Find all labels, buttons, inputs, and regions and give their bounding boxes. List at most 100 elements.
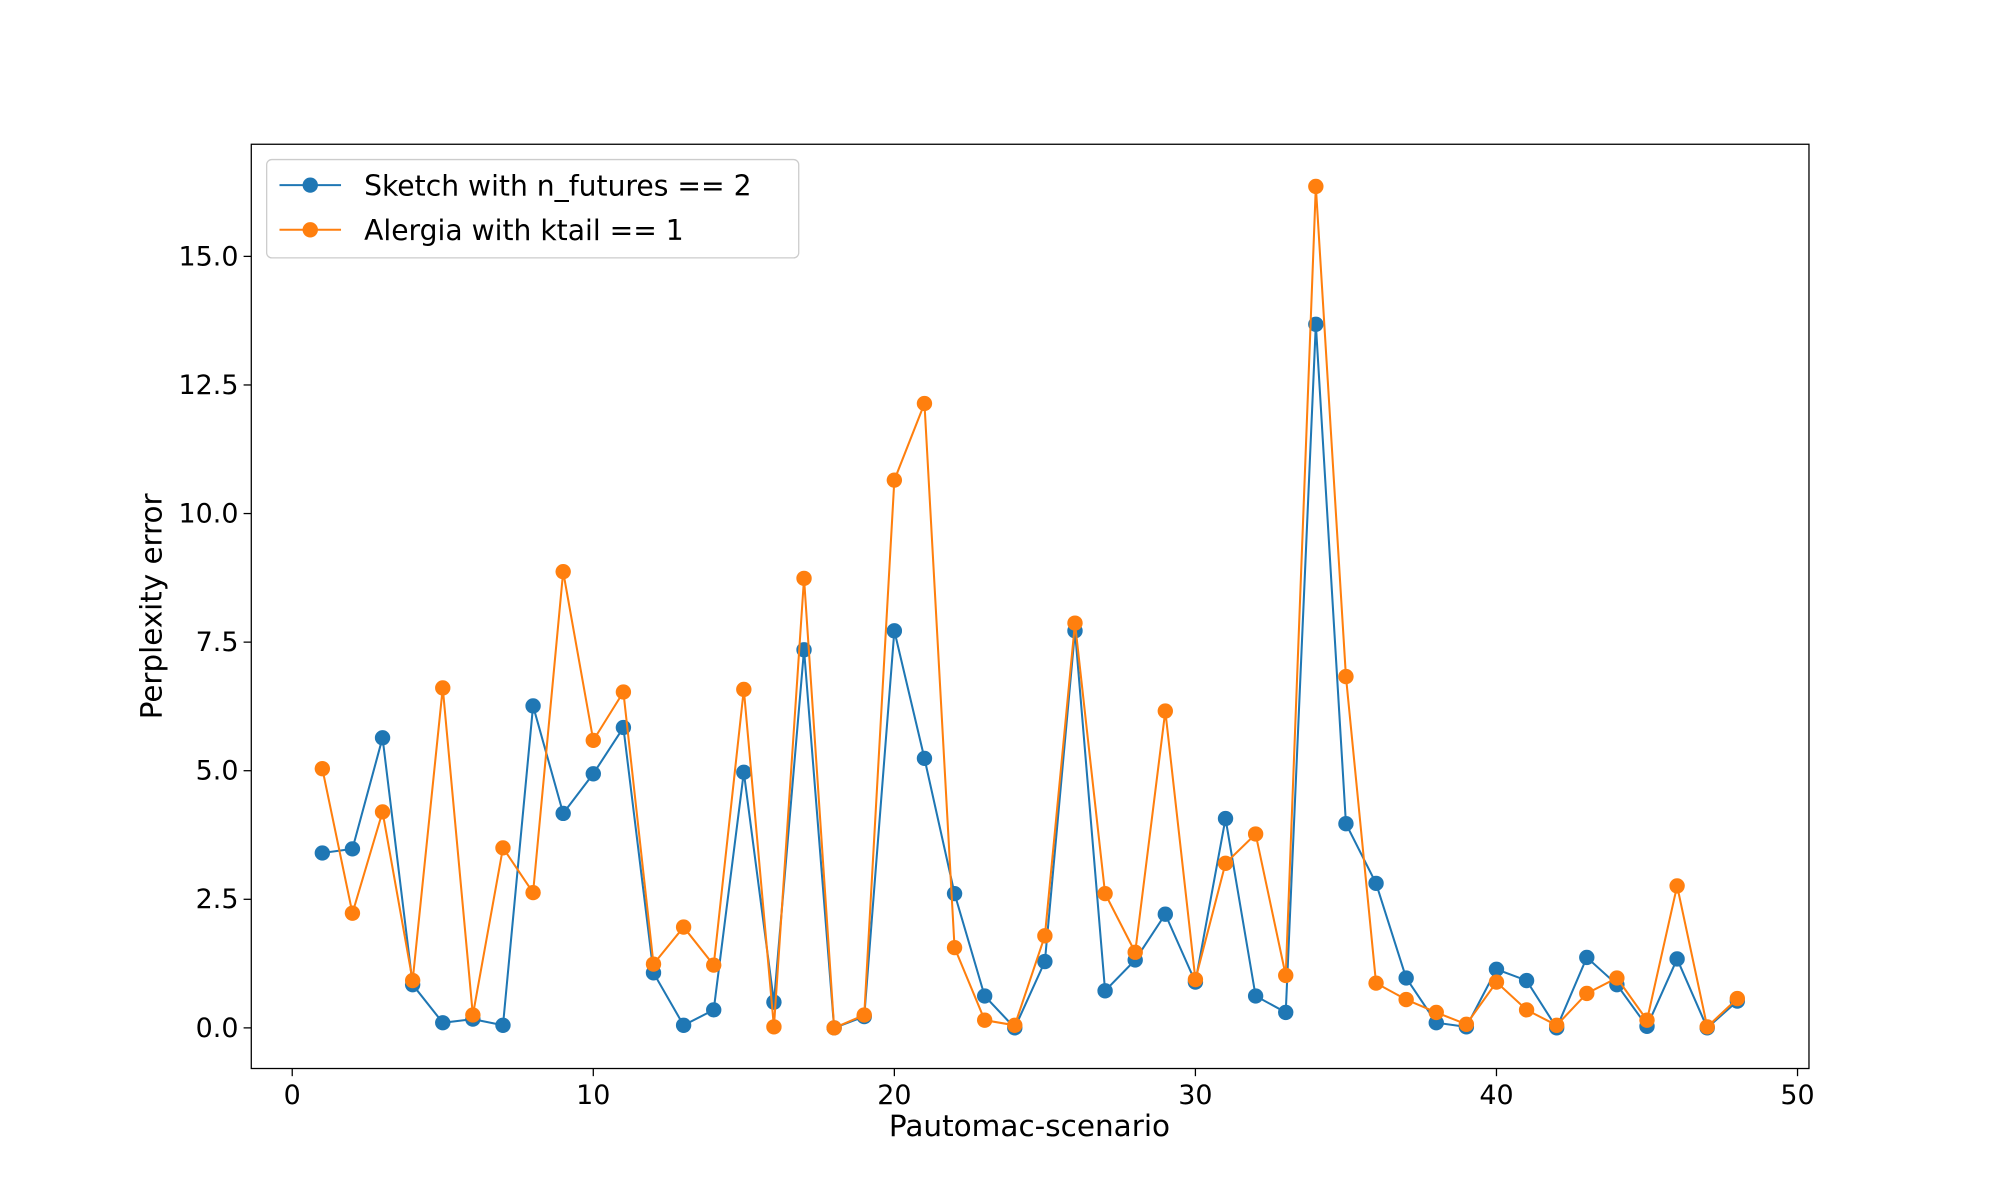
- data-point: [826, 1020, 842, 1036]
- data-point: [1639, 1012, 1655, 1028]
- data-point: [766, 1019, 782, 1035]
- data-point: [1579, 985, 1595, 1002]
- y-tick-label: 7.5: [196, 627, 239, 658]
- data-point: [976, 988, 993, 1004]
- legend-item: Alergia with ktail == 1: [279, 214, 684, 247]
- data-point: [555, 805, 571, 822]
- data-point: [1548, 1017, 1565, 1033]
- data-point: [1609, 970, 1625, 986]
- series-layer: [314, 178, 1746, 1036]
- x-axis: 0 10 20 30 40 50: [284, 1068, 1815, 1111]
- data-point: [1428, 1004, 1444, 1021]
- x-tick-label: 40: [1479, 1080, 1513, 1111]
- y-tick-label: 2.5: [196, 884, 239, 915]
- data-point: [976, 1012, 993, 1028]
- data-point: [1278, 1004, 1294, 1021]
- data-point: [1338, 668, 1354, 685]
- data-point: [344, 905, 361, 921]
- series-line: [322, 324, 1739, 1031]
- data-point: [736, 681, 752, 698]
- data-point: [1669, 951, 1685, 967]
- data-point: [916, 750, 933, 767]
- data-point: [1458, 1016, 1475, 1032]
- data-point: [766, 994, 782, 1010]
- data-point: [435, 680, 451, 696]
- data-point: [675, 1017, 692, 1033]
- x-tick-label: 20: [877, 1080, 911, 1111]
- data-point: [1187, 971, 1204, 988]
- data-point: [585, 766, 601, 782]
- data-point: [946, 885, 963, 902]
- plot-frame: [250, 143, 1810, 1070]
- data-point: [435, 1015, 451, 1031]
- series-2: [314, 178, 1746, 1036]
- x-tick-label: 30: [1178, 1080, 1212, 1111]
- legend-marker: [302, 177, 318, 193]
- legend-box: [266, 158, 800, 259]
- data-point: [1518, 1002, 1535, 1018]
- data-point: [344, 841, 361, 857]
- data-point: [1097, 885, 1113, 902]
- data-point: [796, 570, 812, 587]
- y-tick-label: 5.0: [196, 756, 239, 787]
- y-axis-label: Perplexity error: [134, 493, 168, 720]
- data-point: [1308, 178, 1324, 195]
- data-point: [1579, 949, 1595, 966]
- data-point: [886, 623, 903, 639]
- data-point: [916, 395, 933, 412]
- data-point: [314, 845, 331, 861]
- data-point: [1368, 975, 1384, 991]
- data-point: [1007, 1017, 1023, 1033]
- data-point: [1669, 878, 1685, 894]
- data-point: [495, 840, 511, 856]
- data-point: [374, 730, 391, 746]
- data-point: [1037, 953, 1053, 970]
- data-point: [1067, 615, 1083, 631]
- legend-item: Sketch with n_futures == 2: [279, 169, 752, 202]
- data-point: [525, 884, 541, 901]
- y-axis: 0.0 2.5 5.0 7.5 10.0 12.5 15.0: [179, 241, 252, 1044]
- data-point: [495, 1017, 511, 1033]
- legend-label: Alergia with ktail == 1: [364, 214, 684, 247]
- data-point: [1338, 816, 1354, 832]
- data-point: [615, 684, 632, 700]
- data-point: [1699, 1019, 1715, 1035]
- data-point: [1127, 944, 1143, 960]
- legend-marker: [302, 222, 318, 238]
- y-tick-label: 12.5: [179, 370, 239, 401]
- x-tick-label: 0: [284, 1080, 301, 1111]
- x-tick-label: 50: [1780, 1080, 1814, 1111]
- data-point: [946, 939, 963, 956]
- data-point: [1247, 826, 1264, 842]
- data-point: [1398, 970, 1414, 986]
- data-point: [555, 564, 571, 580]
- legend-label: Sketch with n_futures == 2: [364, 169, 751, 202]
- data-point: [1488, 974, 1505, 990]
- data-point: [1217, 810, 1234, 827]
- data-point: [706, 1002, 722, 1018]
- data-point: [404, 972, 421, 989]
- data-point: [1217, 855, 1234, 871]
- data-point: [856, 1007, 872, 1023]
- data-point: [465, 1007, 481, 1023]
- data-point: [736, 764, 752, 780]
- x-axis-label: Pautomac-scenario: [889, 1109, 1170, 1143]
- series-line: [321, 186, 1739, 1030]
- data-point: [1308, 316, 1324, 332]
- data-point: [585, 732, 601, 749]
- data-point: [675, 919, 692, 935]
- data-point: [1037, 928, 1053, 944]
- data-point: [314, 760, 331, 777]
- series-1: [314, 316, 1746, 1036]
- y-tick-label: 0.0: [196, 1013, 239, 1044]
- data-point: [1157, 906, 1173, 922]
- data-point: [1368, 875, 1384, 892]
- data-point: [886, 472, 903, 488]
- data-point: [1278, 967, 1294, 984]
- data-point: [1488, 961, 1505, 977]
- data-point: [525, 698, 541, 714]
- legend: Sketch with n_futures == 2 Alergia with k…: [266, 158, 800, 259]
- y-tick-label: 15.0: [179, 241, 239, 272]
- y-tick-label: 10.0: [179, 499, 239, 530]
